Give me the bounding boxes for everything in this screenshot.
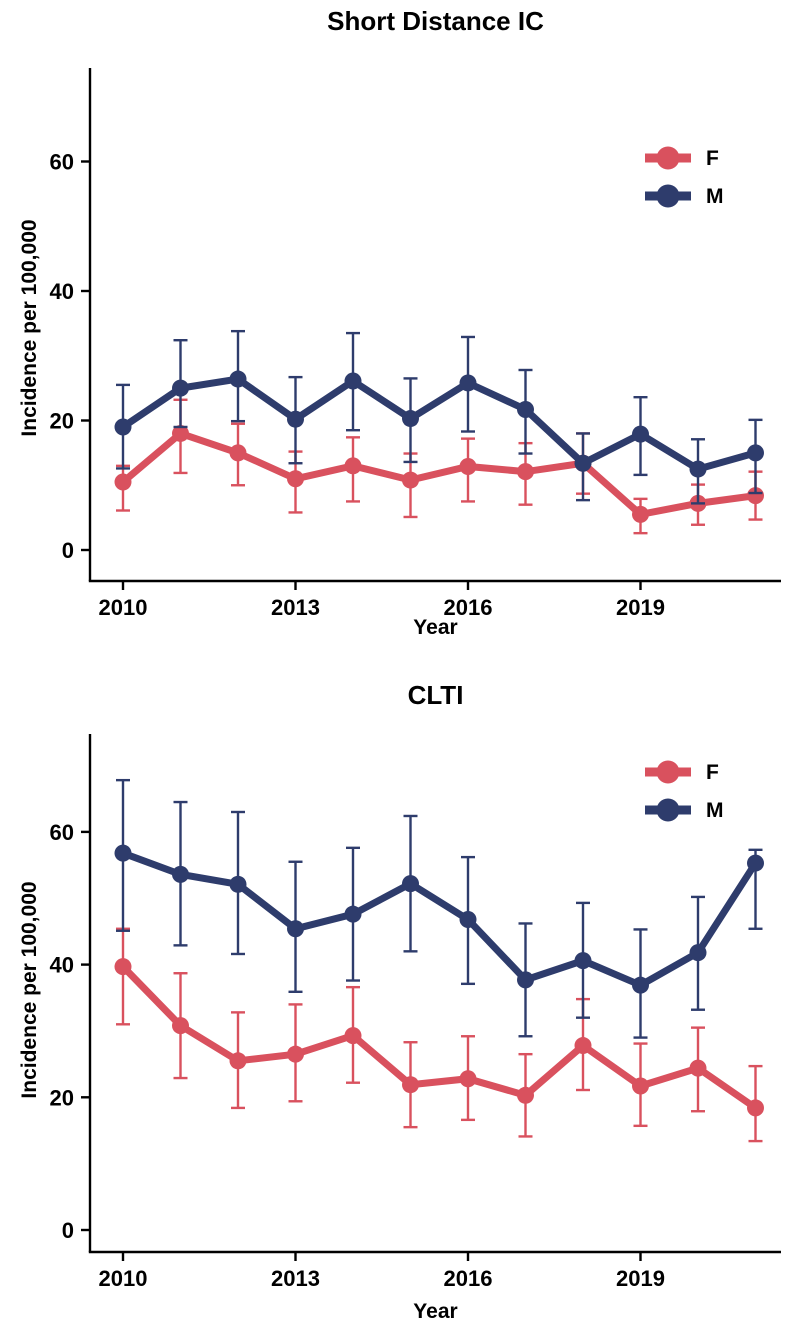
series-m-point [229, 875, 247, 893]
x-tick-label: 2016 [444, 595, 493, 620]
x-tick-label: 2010 [99, 1266, 148, 1291]
legend-marker-dot-f [656, 146, 680, 170]
series-m-point [344, 905, 362, 923]
series-m-point [689, 944, 707, 962]
plot-short-distance-ic: 0 20 40 60 2010 2013 2016 2019 FM [50, 68, 781, 620]
legend-item-f: F [645, 146, 719, 170]
x-tick-label: 2016 [444, 1266, 493, 1291]
legend-marker-dot-m [656, 798, 680, 822]
series-f-point [459, 1070, 477, 1088]
series-m-point [689, 460, 707, 478]
series-m-line [121, 375, 757, 473]
series-f-point [344, 1027, 362, 1045]
series-f-point [632, 505, 649, 523]
legend-label-f: F [706, 147, 719, 170]
series-f-point [114, 958, 132, 976]
series-m-point [517, 400, 534, 418]
legend: FM [645, 146, 724, 208]
series-f-point [517, 463, 534, 481]
series-m-point [172, 379, 189, 397]
series-m-point [172, 865, 189, 883]
series-m-point [229, 370, 247, 388]
series-m-point [517, 971, 534, 989]
series-f-point [459, 457, 477, 475]
series-m-point [632, 976, 649, 994]
series-f-line [120, 964, 758, 1111]
legend-item-f: F [645, 760, 719, 784]
series-m-point [459, 374, 477, 392]
y-tick-label: 20 [50, 1085, 74, 1110]
series-f-line [120, 429, 756, 519]
series-f-point [747, 487, 764, 505]
series-m-point [344, 372, 362, 390]
legend: FM [645, 760, 724, 822]
y-tick-label: 20 [50, 409, 74, 434]
series-m-point [114, 844, 132, 862]
legend-label-m: M [706, 799, 724, 822]
series-f-point [287, 470, 304, 488]
series-m-point [574, 952, 592, 970]
y-tick-label: 40 [50, 279, 74, 304]
series-f-point [574, 1037, 592, 1055]
series-m-line [121, 849, 759, 990]
x-tick-label: 2013 [271, 595, 320, 620]
legend-label-m: M [706, 185, 724, 208]
y-tick-label: 60 [50, 820, 74, 845]
x-axis-label-clti: Year [413, 1300, 458, 1323]
series-m-point [287, 410, 304, 428]
series-f-point [402, 1076, 419, 1094]
series-f-point [344, 457, 362, 475]
legend-marker-dot-m [656, 184, 680, 208]
legend-item-m: M [645, 798, 724, 822]
x-tick-label: 2010 [99, 595, 148, 620]
x-axis-label-short-distance-ic: Year [413, 616, 458, 639]
series-f-point [172, 1017, 189, 1035]
legend-label-f: F [706, 761, 719, 784]
series-f-point [747, 1099, 764, 1117]
legend-marker-dot-f [656, 760, 680, 784]
x-tick-label: 2019 [616, 595, 665, 620]
y-tick-label: 0 [62, 1218, 74, 1243]
plot-clti: 0 20 40 60 2010 2013 2016 2019 FM [50, 734, 781, 1291]
series-m-point [114, 418, 132, 436]
series-f-point [517, 1086, 534, 1104]
y-tick-label: 60 [50, 150, 74, 175]
x-tick-label: 2013 [271, 1266, 320, 1291]
y-tick-label: 0 [62, 538, 74, 563]
series-f-point [689, 1059, 707, 1077]
series-f-point [229, 1052, 247, 1070]
series-m-point [402, 875, 419, 893]
legend-item-m: M [645, 184, 724, 208]
series-m-point [747, 854, 764, 872]
series-m-point [402, 410, 419, 428]
series-m-point [747, 444, 764, 462]
series-m-point [574, 454, 592, 472]
series-f-point [402, 471, 419, 489]
series-f-point [172, 424, 189, 442]
series-m-point [459, 910, 477, 928]
series-m-point [632, 425, 649, 443]
series-f-point [114, 473, 132, 491]
series-m-point [287, 920, 304, 938]
series-f-point [229, 444, 247, 462]
x-tick-label: 2019 [616, 1266, 665, 1291]
series-f-point [287, 1045, 304, 1063]
y-tick-label: 40 [50, 953, 74, 978]
chart-title-clti: CLTI [407, 680, 464, 710]
chart-title-short-distance-ic: Short Distance IC [327, 6, 544, 36]
series-f-point [632, 1077, 649, 1095]
